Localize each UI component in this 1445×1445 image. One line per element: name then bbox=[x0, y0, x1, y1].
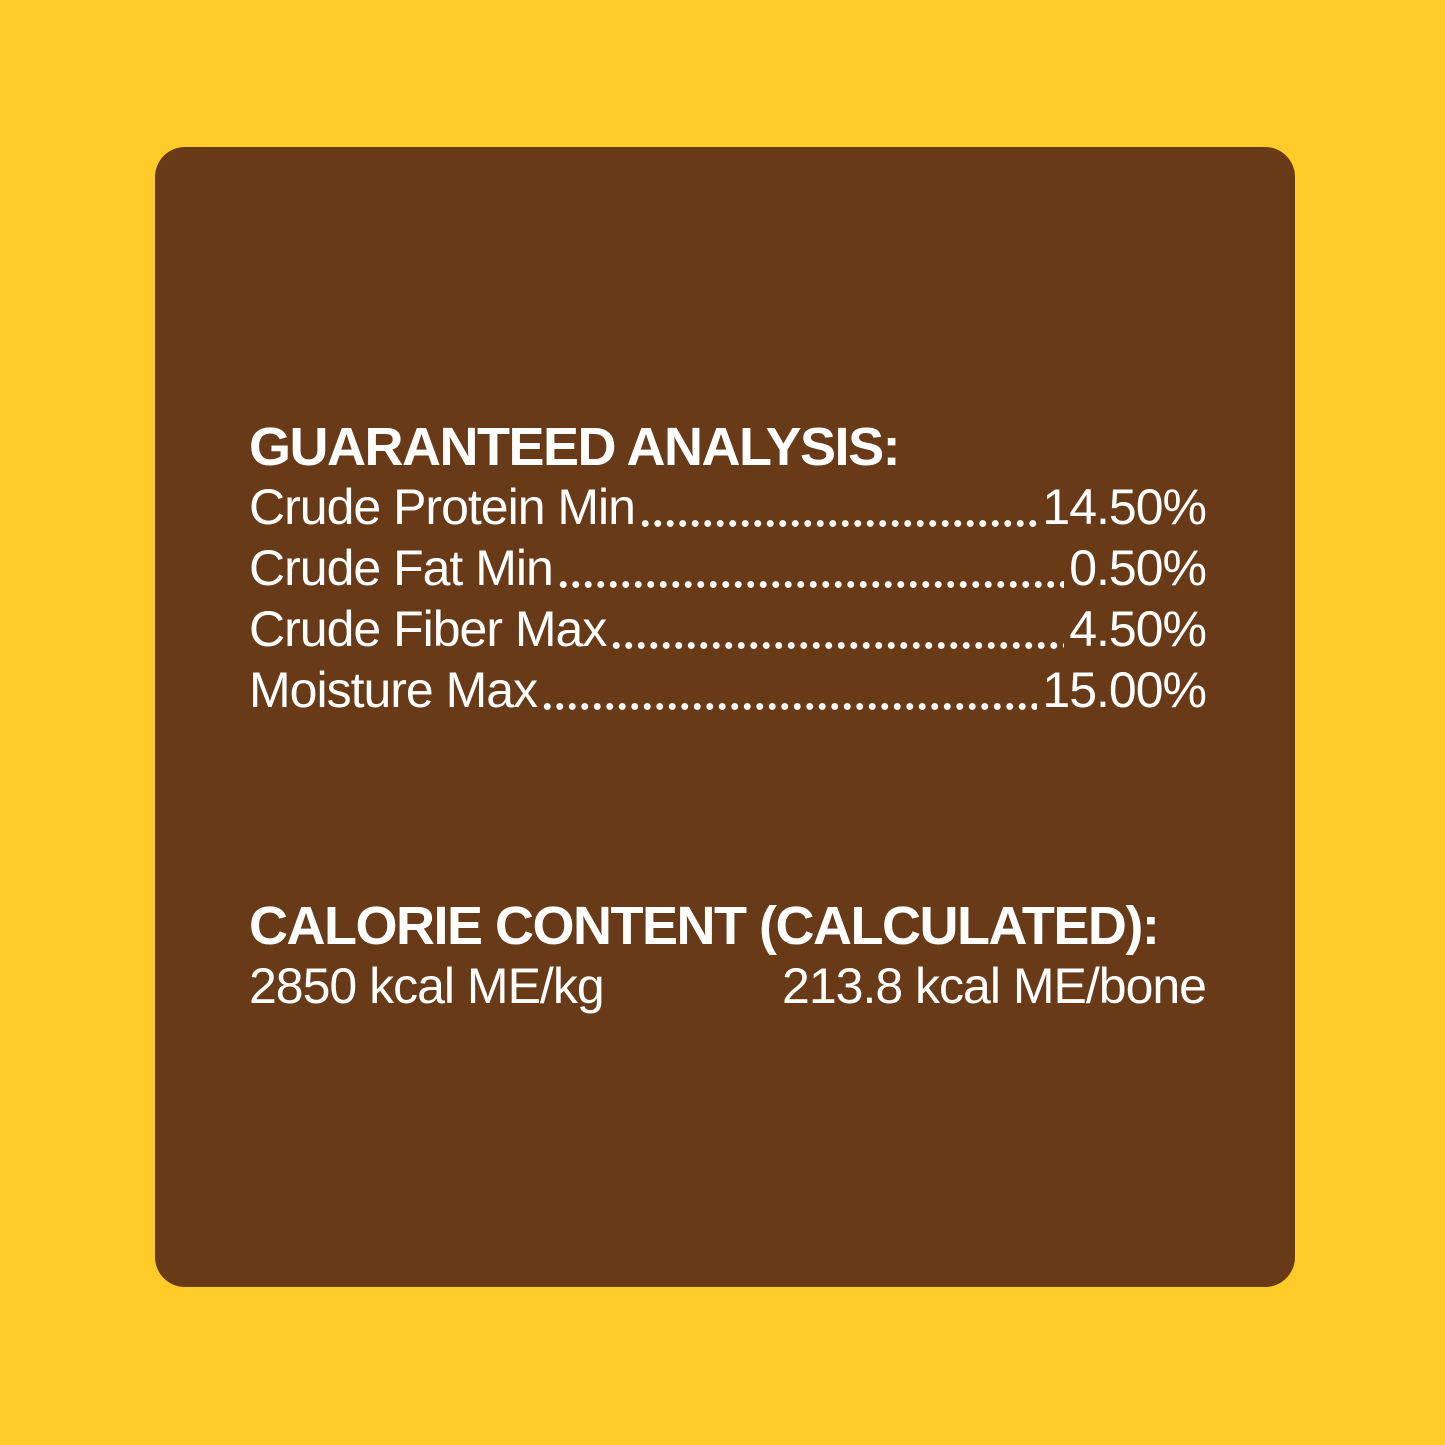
analysis-row-value: 4.50% bbox=[1069, 601, 1207, 657]
analysis-row-label: Crude Fat Min bbox=[249, 540, 554, 596]
analysis-row-label: Moisture Max bbox=[249, 662, 538, 718]
analysis-panel: GUARANTEED ANALYSIS: Crude Protein Min 1… bbox=[155, 147, 1295, 1287]
dotted-leader bbox=[556, 538, 1065, 599]
dotted-leader bbox=[610, 599, 1065, 660]
analysis-row-value: 14.50% bbox=[1042, 479, 1207, 535]
calorie-per-kg: 2850 kcal ME/kg bbox=[249, 958, 605, 1014]
calorie-content-heading: CALORIE CONTENT (CALCULATED): bbox=[249, 896, 1160, 956]
calorie-values-row: 2850 kcal ME/kg 213.8 kcal ME/bone bbox=[249, 956, 1207, 1017]
analysis-row-value: 15.00% bbox=[1042, 662, 1207, 718]
analysis-row: Moisture Max 15.00% bbox=[249, 660, 1207, 721]
analysis-row: Crude Fiber Max 4.50% bbox=[249, 599, 1207, 660]
calorie-per-bone: 213.8 kcal ME/bone bbox=[782, 958, 1207, 1014]
analysis-row: Crude Protein Min 14.50% bbox=[249, 477, 1207, 538]
analysis-row-label: Crude Protein Min bbox=[249, 479, 636, 535]
dotted-leader bbox=[638, 477, 1038, 538]
guaranteed-analysis-table: Crude Protein Min 14.50% Crude Fat Min 0… bbox=[249, 477, 1207, 721]
analysis-row: Crude Fat Min 0.50% bbox=[249, 538, 1207, 599]
dotted-leader bbox=[541, 660, 1038, 721]
guaranteed-analysis-heading: GUARANTEED ANALYSIS: bbox=[249, 417, 901, 477]
analysis-row-label: Crude Fiber Max bbox=[249, 601, 607, 657]
analysis-row-value: 0.50% bbox=[1069, 540, 1207, 596]
